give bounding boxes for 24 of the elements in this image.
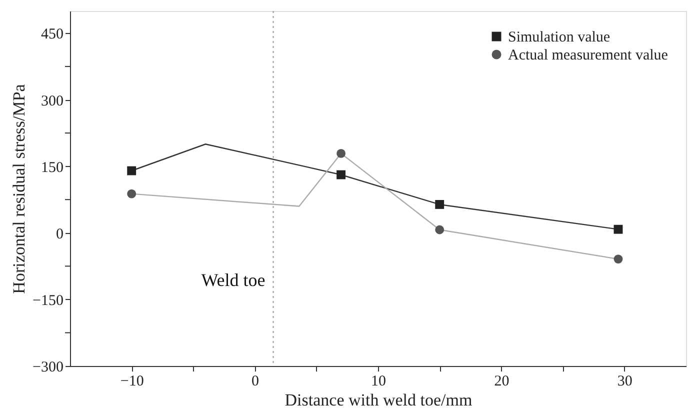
- ref-line-label: Weld toe: [201, 270, 266, 290]
- point: [127, 189, 136, 198]
- point: [127, 166, 136, 176]
- legend-label: Actual measurement value: [508, 48, 668, 64]
- y-tick-label: 0: [56, 226, 64, 242]
- y-tick-label: −300: [32, 360, 64, 376]
- x-tick-label: 30: [617, 374, 632, 390]
- point: [435, 200, 444, 209]
- x-tick-label: 0: [252, 374, 260, 390]
- point: [435, 225, 444, 234]
- point: [336, 148, 346, 158]
- x-tick-label: 10: [371, 374, 386, 390]
- x-tick-label: −10: [120, 374, 144, 390]
- point: [614, 254, 623, 264]
- point: [614, 224, 623, 234]
- x-axis-title: Distance with weld toe/mm: [284, 390, 472, 410]
- y-tick-label: 450: [41, 26, 64, 43]
- point: [336, 170, 346, 180]
- y-axis-title: Horizontal residual stress/MPa: [10, 84, 29, 294]
- y-tick-label: 300: [41, 93, 64, 110]
- legend-label: Simulation value: [508, 30, 610, 46]
- x-tick-label: 20: [494, 374, 510, 390]
- y-tick-label: 150: [41, 160, 64, 176]
- y-tick-label: −150: [32, 292, 64, 309]
